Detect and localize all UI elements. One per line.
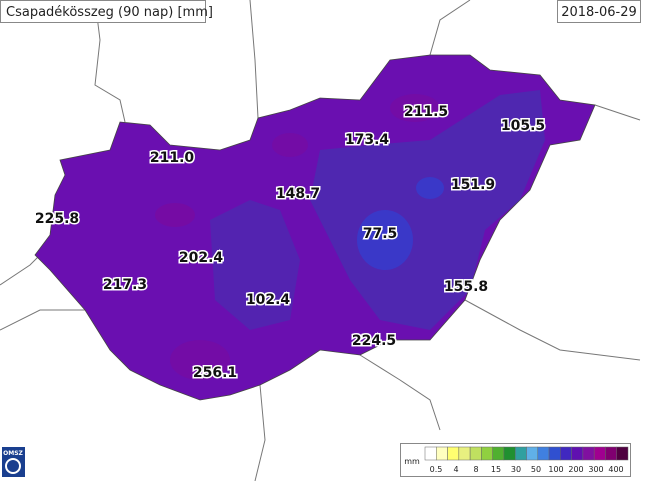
precip-zones [155, 90, 545, 380]
legend-swatch [593, 446, 606, 461]
legend-swatch [514, 446, 527, 461]
legend-tick-label: 400 [608, 465, 623, 474]
legend-tick-label: 300 [588, 465, 603, 474]
legend-swatch [526, 446, 539, 461]
legend-swatch [447, 446, 460, 461]
legend-swatch [503, 446, 516, 461]
station-value: 211.5 [404, 104, 448, 120]
legend-swatch [582, 446, 595, 461]
legend-swatch [616, 446, 629, 461]
legend-tick-label: 0.5 [430, 465, 443, 474]
station-value: 217.3 [103, 277, 147, 293]
station-value: 77.5 [363, 226, 398, 242]
station-value: 102.4 [246, 292, 291, 308]
legend-swatch [424, 446, 437, 461]
station-value: 148.7 [276, 186, 320, 202]
station-value: 155.8 [444, 279, 488, 295]
legend-tick-label: 50 [531, 465, 541, 474]
legend-tick-label: 30 [511, 465, 521, 474]
legend-swatch [605, 446, 617, 461]
legend-swatch [560, 446, 572, 461]
station-value: 151.9 [451, 177, 495, 193]
station-value: 202.4 [179, 250, 224, 266]
legend: 0.5 4 8 15 30 50 100 200 300 400 [424, 446, 629, 474]
title: Csapadékösszeg (90 nap) [mm] [6, 5, 213, 20]
station-value: 173.4 [345, 132, 390, 148]
station-value: 211.0 [150, 150, 195, 166]
station-value: 105.5 [501, 118, 545, 134]
date-box [557, 0, 641, 23]
legend-swatch [458, 446, 471, 461]
legend-tick-label: 100 [548, 465, 563, 474]
station-value: 224.5 [352, 333, 396, 349]
legend-swatch [548, 446, 561, 461]
date: 2018-06-29 [561, 5, 637, 20]
legend-swatch [481, 446, 493, 461]
legend-tick-label: 200 [568, 465, 583, 474]
legend-swatch [571, 446, 584, 461]
legend-tick-label: 4 [453, 465, 458, 474]
logo-text: OMSZ [3, 450, 23, 457]
legend-swatch [436, 446, 448, 461]
title-box [0, 0, 206, 23]
legend-swatch [537, 446, 550, 461]
station-value: 256.1 [193, 365, 237, 381]
legend-unit: mm [404, 457, 420, 466]
legend-swatch [492, 446, 505, 461]
legend-tick-label: 8 [473, 465, 478, 474]
legend-tick-label: 15 [491, 465, 501, 474]
station-labels: 211.0 173.4 211.5 105.5 148.7 151.9 225.… [33, 103, 546, 383]
station-value: 225.8 [35, 211, 79, 227]
legend-swatch [469, 446, 482, 461]
logo: OMSZ [2, 447, 25, 477]
